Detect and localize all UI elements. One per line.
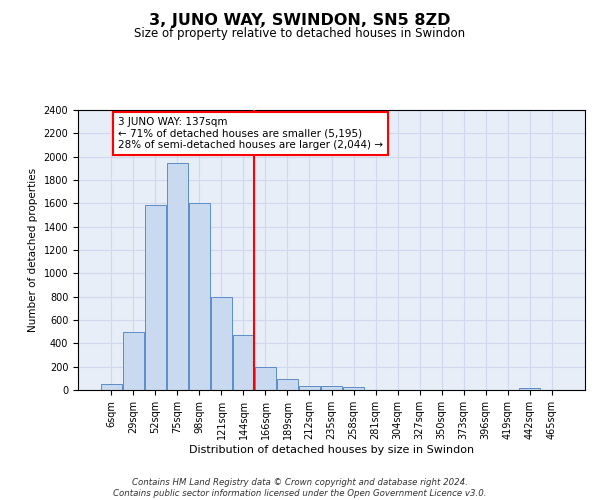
Bar	[233, 334, 254, 390]
Bar	[343, 387, 364, 390]
Bar	[321, 386, 342, 390]
Text: 3 JUNO WAY: 137sqm
← 71% of detached houses are smaller (5,195)
28% of semi-deta: 3 JUNO WAY: 137sqm ← 71% of detached hou…	[118, 117, 383, 150]
Bar	[123, 332, 144, 390]
Bar	[211, 296, 232, 390]
Bar	[519, 388, 540, 390]
Text: 3, JUNO WAY, SWINDON, SN5 8ZD: 3, JUNO WAY, SWINDON, SN5 8ZD	[149, 12, 451, 28]
Bar	[299, 386, 320, 390]
Text: Contains HM Land Registry data © Crown copyright and database right 2024.
Contai: Contains HM Land Registry data © Crown c…	[113, 478, 487, 498]
Bar	[101, 384, 122, 390]
X-axis label: Distribution of detached houses by size in Swindon: Distribution of detached houses by size …	[189, 444, 474, 454]
Bar	[189, 204, 210, 390]
Bar	[277, 379, 298, 390]
Bar	[145, 204, 166, 390]
Bar	[255, 367, 276, 390]
Text: Size of property relative to detached houses in Swindon: Size of property relative to detached ho…	[134, 28, 466, 40]
Y-axis label: Number of detached properties: Number of detached properties	[28, 168, 38, 332]
Bar	[167, 162, 188, 390]
